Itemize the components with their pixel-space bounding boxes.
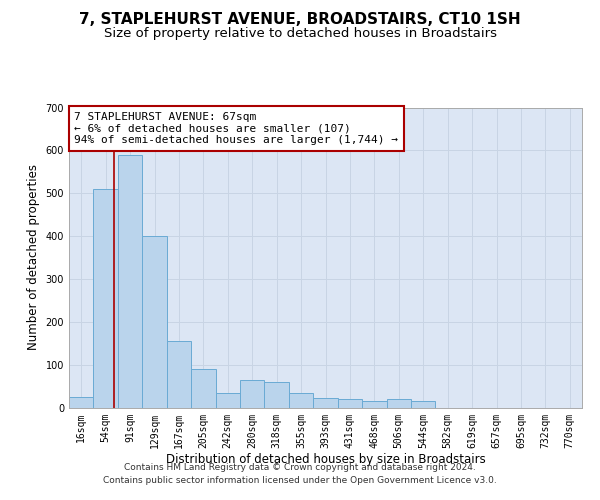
- Bar: [240, 380, 265, 407]
- Bar: [215, 392, 240, 407]
- Text: Contains public sector information licensed under the Open Government Licence v3: Contains public sector information licen…: [103, 476, 497, 485]
- Bar: [313, 398, 338, 407]
- Text: 7 STAPLEHURST AVENUE: 67sqm
← 6% of detached houses are smaller (107)
94% of sem: 7 STAPLEHURST AVENUE: 67sqm ← 6% of deta…: [74, 112, 398, 145]
- Text: 7, STAPLEHURST AVENUE, BROADSTAIRS, CT10 1SH: 7, STAPLEHURST AVENUE, BROADSTAIRS, CT10…: [79, 12, 521, 28]
- Bar: [142, 236, 167, 408]
- Text: Contains HM Land Registry data © Crown copyright and database right 2024.: Contains HM Land Registry data © Crown c…: [124, 462, 476, 471]
- Bar: [411, 401, 436, 407]
- Bar: [167, 341, 191, 407]
- Bar: [94, 189, 118, 408]
- Bar: [362, 401, 386, 407]
- Y-axis label: Number of detached properties: Number of detached properties: [27, 164, 40, 350]
- Bar: [386, 399, 411, 407]
- Bar: [338, 399, 362, 407]
- X-axis label: Distribution of detached houses by size in Broadstairs: Distribution of detached houses by size …: [166, 453, 485, 466]
- Bar: [191, 369, 215, 408]
- Bar: [289, 392, 313, 407]
- Text: Size of property relative to detached houses in Broadstairs: Size of property relative to detached ho…: [104, 28, 497, 40]
- Bar: [69, 397, 94, 407]
- Bar: [118, 154, 142, 408]
- Bar: [265, 382, 289, 407]
